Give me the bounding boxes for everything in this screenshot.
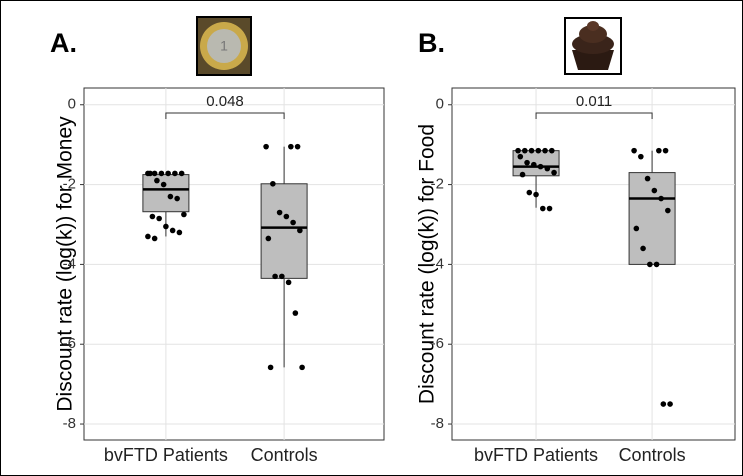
data-point xyxy=(638,153,644,160)
significance-bracket xyxy=(535,112,653,119)
data-point xyxy=(546,205,553,212)
data-point xyxy=(163,223,169,230)
y-axis-label: Discount rate (log(k)) for Money xyxy=(54,116,77,412)
data-point xyxy=(633,225,640,232)
panel-label: A. xyxy=(50,28,77,58)
data-point xyxy=(160,181,167,188)
x-tick-label: Controls xyxy=(251,445,318,465)
data-point xyxy=(272,273,278,280)
data-point xyxy=(631,147,637,154)
data-point xyxy=(660,401,667,407)
data-point xyxy=(263,143,269,150)
data-point xyxy=(658,195,664,202)
data-point xyxy=(265,235,272,242)
data-point xyxy=(167,193,174,200)
y-tick-label: -8 xyxy=(63,415,76,432)
svg-text:1: 1 xyxy=(220,38,228,54)
data-point xyxy=(181,211,187,218)
significance-bracket xyxy=(165,112,285,119)
data-point xyxy=(156,215,162,222)
data-point xyxy=(533,191,539,198)
data-point xyxy=(151,170,158,177)
data-point xyxy=(544,165,551,172)
data-point xyxy=(292,310,299,316)
data-point xyxy=(540,205,546,212)
y-tick-label: -2 xyxy=(63,176,76,193)
data-point xyxy=(178,170,185,177)
data-point xyxy=(169,227,176,234)
data-point xyxy=(528,147,535,154)
x-tick-label: Controls xyxy=(619,445,686,465)
data-point xyxy=(551,169,557,176)
data-point xyxy=(158,170,165,177)
data-point xyxy=(294,143,301,150)
data-point xyxy=(174,195,180,202)
data-point xyxy=(535,147,542,154)
cupcake-image xyxy=(564,17,622,75)
data-point xyxy=(283,213,290,220)
data-point xyxy=(165,170,171,177)
data-point xyxy=(147,170,153,177)
y-tick-label: -4 xyxy=(431,255,444,272)
data-point xyxy=(297,227,303,234)
data-point xyxy=(524,159,530,166)
data-point xyxy=(644,175,651,182)
significance-label: 0.048 xyxy=(206,93,244,110)
box xyxy=(628,172,676,265)
data-point xyxy=(653,261,660,268)
data-point xyxy=(651,187,658,194)
data-point xyxy=(519,171,526,178)
data-point xyxy=(285,279,292,286)
y-tick-label: -6 xyxy=(63,335,76,352)
data-point xyxy=(270,180,276,187)
box xyxy=(142,174,190,213)
y-tick-label: -4 xyxy=(63,255,76,272)
data-point xyxy=(640,245,646,252)
data-point xyxy=(151,235,158,242)
data-point xyxy=(154,177,160,184)
data-point xyxy=(279,273,285,280)
data-point xyxy=(665,207,671,214)
y-tick-label: -6 xyxy=(431,335,444,352)
data-point xyxy=(656,147,662,154)
data-point xyxy=(542,147,548,154)
y-tick-label: 0 xyxy=(68,96,76,113)
data-point xyxy=(290,219,296,226)
x-tick-label: bvFTD Patients xyxy=(104,445,228,465)
data-point xyxy=(549,147,555,154)
data-point xyxy=(149,213,156,220)
data-point xyxy=(517,153,524,160)
data-point xyxy=(531,161,537,168)
data-point xyxy=(176,229,183,236)
data-point xyxy=(662,147,669,154)
data-point xyxy=(526,189,533,196)
data-point xyxy=(667,401,673,407)
data-point xyxy=(267,364,274,371)
coin-image: 1 xyxy=(196,16,252,76)
data-point xyxy=(537,163,544,170)
y-tick-label: -8 xyxy=(431,415,444,432)
x-tick-label: bvFTD Patients xyxy=(474,445,598,465)
data-point xyxy=(145,233,151,240)
y-tick-label: -2 xyxy=(431,176,444,193)
y-tick-label: 0 xyxy=(436,96,444,113)
data-point xyxy=(276,209,283,216)
data-point xyxy=(515,147,521,154)
significance-label: 0.011 xyxy=(576,93,612,110)
panel-label: B. xyxy=(418,28,445,58)
data-point xyxy=(522,147,528,154)
data-point xyxy=(288,143,294,150)
data-point xyxy=(647,261,653,268)
data-point xyxy=(172,170,178,177)
y-axis-label: Discount rate (log(k)) for Food xyxy=(416,124,439,404)
data-point xyxy=(299,364,305,371)
